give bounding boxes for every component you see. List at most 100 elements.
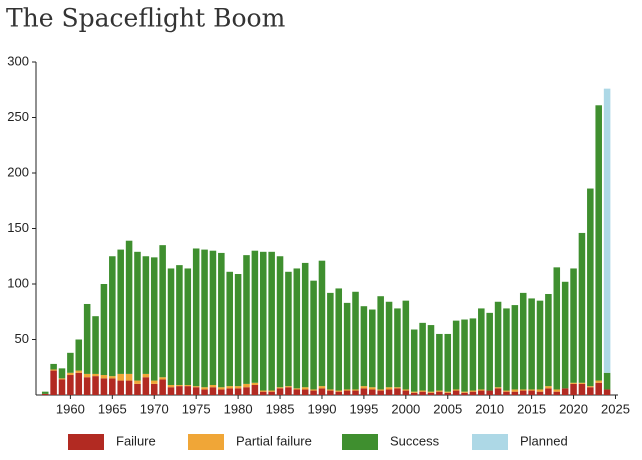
bar-segment <box>452 320 460 390</box>
bar-segment <box>41 391 49 394</box>
bar-segment <box>419 391 426 395</box>
bar-segment <box>486 312 493 391</box>
bar-segment <box>427 392 435 395</box>
bar-segment <box>578 232 586 383</box>
y-tick-label: 300 <box>7 53 29 68</box>
x-tick-label: 2000 <box>391 401 420 416</box>
bar-segment <box>310 390 317 395</box>
bar-segment <box>226 388 233 395</box>
bar-segment <box>142 373 150 378</box>
bar-segment <box>410 391 418 393</box>
bar-segment <box>318 386 326 389</box>
legend-swatch <box>188 434 224 450</box>
bar-segment <box>402 389 410 391</box>
bar-segment <box>92 316 99 374</box>
bar-segment <box>461 392 468 395</box>
bar-segment <box>394 388 401 395</box>
bar-segment <box>603 389 611 395</box>
bar-segment <box>335 288 343 391</box>
bar-segment <box>176 386 183 395</box>
bar-segment <box>511 305 519 390</box>
bar-segment <box>310 280 317 390</box>
bar-segment <box>117 249 124 374</box>
bar-segment <box>58 379 66 395</box>
chart-title: The Spaceflight Boom <box>6 4 286 33</box>
bar-segment <box>117 380 124 395</box>
bar-segment <box>92 376 99 395</box>
bar-segment <box>75 339 83 371</box>
bar-segment <box>301 262 309 388</box>
bar-segment <box>494 387 502 389</box>
bar-segment <box>419 390 426 392</box>
bar-segment <box>444 333 452 392</box>
x-tick-label: 1975 <box>182 401 211 416</box>
bar-segment <box>159 379 166 395</box>
bar-segment <box>134 251 141 381</box>
bar-segment <box>218 252 225 388</box>
bar-segment <box>570 268 577 383</box>
bar-segment <box>75 372 83 395</box>
bar-segment <box>142 377 150 395</box>
bar-segment <box>536 389 544 392</box>
bar-segment <box>578 382 586 384</box>
bar-segment <box>385 301 393 388</box>
bar-segment <box>293 268 301 389</box>
bar-segment <box>461 319 468 392</box>
bar-segment <box>268 251 275 391</box>
bar-segment <box>125 240 133 374</box>
bar-segment <box>427 325 435 392</box>
y-tick-label: 100 <box>7 275 29 290</box>
bar-segment <box>385 389 393 395</box>
bar-segment <box>587 386 594 388</box>
bar-segment <box>360 386 368 389</box>
y-tick-label: 50 <box>15 331 29 346</box>
bar-segment <box>201 387 208 390</box>
bar-segment <box>343 390 351 395</box>
bar-segment <box>41 393 49 395</box>
legend-swatch <box>472 434 508 450</box>
bar-segment <box>519 389 527 391</box>
x-tick-label: 2020 <box>559 401 588 416</box>
bar-segment <box>553 391 561 395</box>
x-tick-label: 1985 <box>266 401 295 416</box>
bar-segment <box>184 386 192 395</box>
bar-segment <box>603 88 611 373</box>
bar-segment <box>226 271 233 387</box>
bar-segment <box>218 387 225 390</box>
x-tick-label: 2015 <box>517 401 546 416</box>
legend-label: Planned <box>520 433 568 448</box>
bar-segment <box>293 389 301 395</box>
bar-segment <box>100 378 108 395</box>
bar-segment <box>327 389 334 391</box>
x-tick-label: 2025 <box>601 401 630 416</box>
bar-segment <box>150 257 158 381</box>
bar-segment <box>528 389 535 391</box>
bar-segment <box>209 385 217 388</box>
bar-segment <box>109 256 116 377</box>
bar-segment <box>75 370 83 373</box>
bar-segment <box>100 284 108 376</box>
bar-segment <box>494 388 502 395</box>
bar-segment <box>234 388 242 395</box>
bar-segment <box>561 281 569 389</box>
bar-segment <box>503 308 510 391</box>
y-tick-label: 200 <box>7 164 29 179</box>
bar-segment <box>394 387 401 389</box>
bar-segment <box>184 268 192 386</box>
bar-segment <box>285 387 292 395</box>
bar-segment <box>478 308 485 390</box>
y-tick-label: 150 <box>7 220 29 235</box>
bar-segment <box>243 383 250 388</box>
bar-segment <box>83 373 91 378</box>
bar-segment <box>595 380 602 383</box>
bar-segment <box>377 389 384 391</box>
bar-segment <box>545 386 552 389</box>
bar-segment <box>209 250 217 386</box>
bar-segment <box>436 333 443 391</box>
legend-label: Success <box>390 433 440 448</box>
x-tick-label: 1995 <box>349 401 378 416</box>
bar-segment <box>545 293 552 387</box>
x-tick-label: 2010 <box>475 401 504 416</box>
bar-segment <box>134 383 141 395</box>
y-tick-label: 250 <box>7 109 29 124</box>
